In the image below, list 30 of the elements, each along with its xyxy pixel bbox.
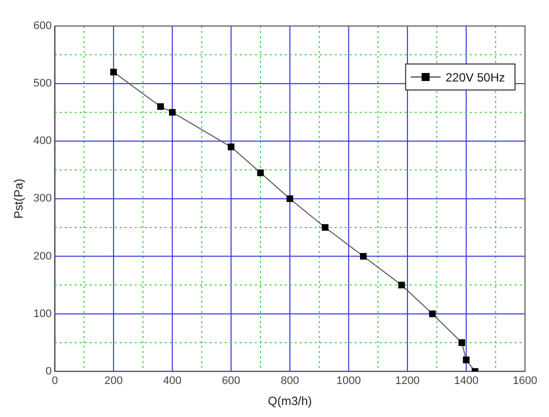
x-tick-label: 1200: [395, 375, 420, 388]
x-axis-title: Q(m3/h): [268, 394, 312, 408]
point: [157, 103, 164, 110]
point: [322, 224, 328, 231]
point: [257, 169, 264, 176]
x-tick-label: 1600: [512, 375, 538, 388]
point: [286, 195, 294, 202]
x-tick-label: 800: [280, 375, 300, 388]
y-tick-label: 200: [33, 250, 52, 262]
y-tick-label: 400: [33, 135, 52, 148]
point: [228, 144, 234, 150]
x-tick-label: 1400: [454, 375, 478, 388]
point: [110, 68, 117, 76]
x-tick-label: 400: [163, 375, 182, 388]
point: [458, 339, 466, 346]
x-tick-label: 200: [104, 375, 123, 388]
y-tick-label: 0: [46, 365, 52, 378]
x-tick-label: 600: [222, 375, 240, 388]
legend-label: 220V 50Hz: [446, 70, 505, 84]
y-tick-label: 300: [33, 192, 52, 205]
y-axis-title: Pst(Pa): [12, 178, 26, 219]
point: [462, 356, 470, 364]
x-tick-label: 1000: [336, 375, 361, 388]
point: [398, 282, 405, 288]
y-tick-label: 100: [33, 308, 52, 320]
y-tick-label: 500: [33, 78, 52, 90]
point: [429, 310, 436, 318]
point: [360, 252, 367, 260]
y-tick-label: 600: [33, 20, 52, 32]
point: [168, 109, 176, 116]
